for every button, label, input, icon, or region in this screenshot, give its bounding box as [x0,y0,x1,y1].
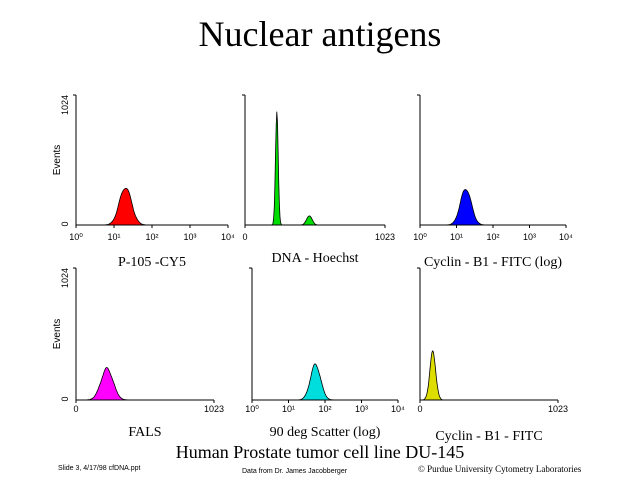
x-axis-label: P-105 -CY5 [118,255,186,270]
x-tick-label: 10² [318,404,331,414]
y-tick-label: 1024 [60,95,70,115]
histogram-area [252,363,398,401]
y-tick-label: 0 [60,221,70,226]
histogram-area [76,188,228,226]
histogram-area [420,189,566,226]
histogram-grid: 10⁰ 10¹ 10² 10³ 10⁴ 0 1024 Events P-105 -CY5 0 102… [52,94,573,444]
y-tick-label: 1024 [60,268,70,288]
x-tick-label: 1023 [548,404,568,414]
histogram-panel: 10⁰ 10¹ 10² 10³ 10⁴ 0 1024 Events P-105 -CY5 [52,94,235,270]
x-axis-label: DNA - Hoechst [271,251,358,266]
x-axis-label: 90 deg Scatter (log) [270,425,381,440]
x-axis-label: FALS [128,425,161,440]
footer-data-credit: Data from Dr. James Jacobberger [242,468,348,475]
x-tick-label: 0 [417,404,422,414]
x-tick-label: 1023 [375,232,395,242]
x-tick-label: 10⁰ [245,404,259,414]
figure-caption: Human Prostate tumor cell line DU-145 [176,442,464,462]
y-tick-label: 0 [60,396,70,401]
x-tick-label: 10⁰ [69,232,83,242]
x-tick-label: 0 [242,232,247,242]
x-tick-label: 10⁴ [221,232,235,242]
histogram-panel: 10⁰ 10¹ 10² 10³ 10⁴ 90 deg Scatter (log) [245,267,405,440]
y-axis-label: Events [52,319,63,350]
x-tick-label: 10⁴ [559,232,573,242]
x-tick-label: 10⁰ [413,232,427,242]
histogram-panel: 0 1023 DNA - Hoechst [242,94,395,266]
x-tick-label: 10⁴ [391,404,405,414]
x-tick-label: 10³ [523,232,536,242]
x-tick-label: 10² [145,232,158,242]
footer-copyright: © Purdue University Cytometry Laboratori… [418,464,582,474]
histogram-panel: 10⁰ 10¹ 10² 10³ 10⁴ Cyclin - B1 - FITC (log) [413,94,573,270]
histogram-area [420,350,558,401]
histogram-area [76,367,214,401]
x-tick-label: 1023 [204,404,224,414]
histogram-panel: 0 1023 Cyclin - B1 - FITC [417,267,568,444]
histogram-area [245,111,385,226]
x-tick-label: 10¹ [282,404,295,414]
x-tick-label: 10³ [183,232,196,242]
x-tick-label: 0 [73,404,78,414]
x-axis-label: Cyclin - B1 - FITC [435,429,542,444]
footer-slide-info: Slide 3, 4/17/98 cfDNA.ppt [58,465,141,472]
y-axis-label: Events [52,145,63,176]
histogram-panel: 0 1023 0 1024 Events FALS [52,267,224,440]
x-tick-label: 10³ [355,404,368,414]
x-tick-label: 10¹ [450,232,463,242]
x-tick-label: 10² [486,232,499,242]
x-tick-label: 10¹ [107,232,120,242]
x-axis-label: Cyclin - B1 - FITC (log) [424,255,562,270]
page-title: Nuclear antigens [199,14,442,54]
